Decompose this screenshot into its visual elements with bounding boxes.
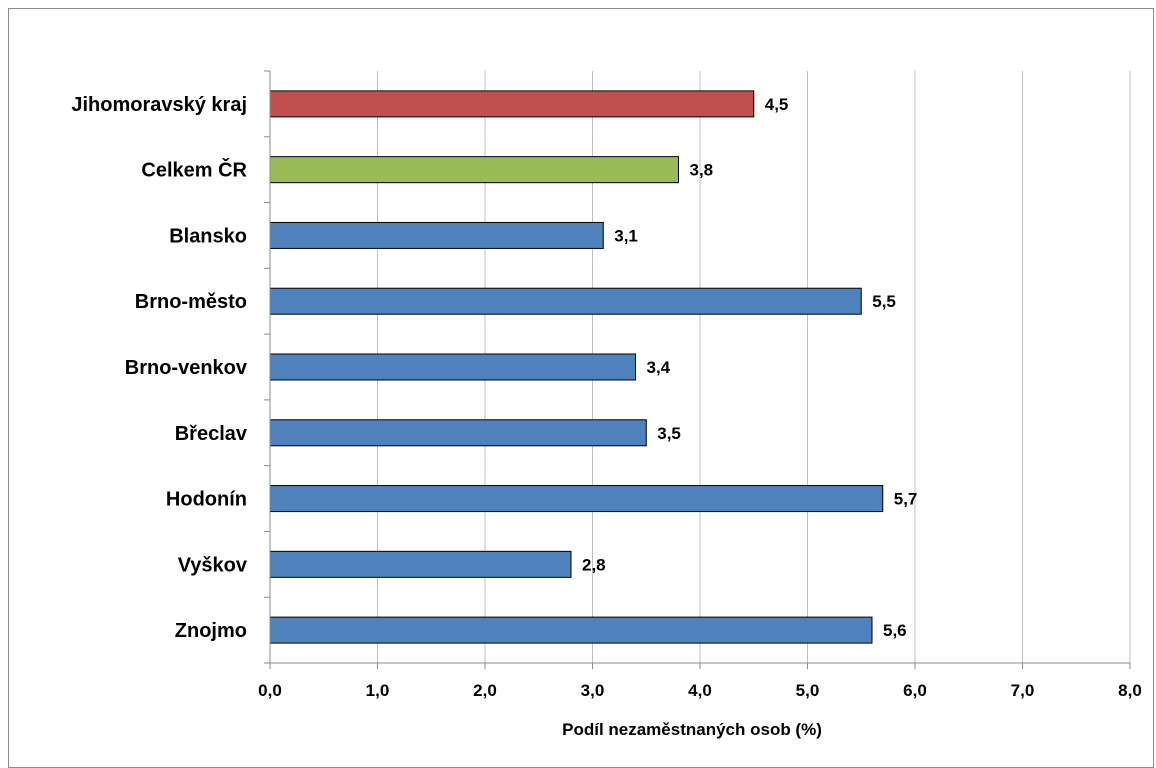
bar xyxy=(269,156,679,184)
category-label: Znojmo xyxy=(175,620,247,642)
data-label: 3,1 xyxy=(614,226,638,245)
bar xyxy=(269,419,647,447)
bar xyxy=(269,485,884,513)
x-tick-label: 7,0 xyxy=(1011,681,1035,700)
data-label: 3,8 xyxy=(690,161,714,180)
x-tick-label: 3,0 xyxy=(581,681,605,700)
x-tick-label: 2,0 xyxy=(473,681,497,700)
axes-group xyxy=(264,70,1131,669)
bars-group xyxy=(269,90,884,644)
category-label: Břeclav xyxy=(175,423,248,445)
bar xyxy=(269,221,604,249)
category-label: Brno-venkov xyxy=(125,357,248,379)
data-label: 5,7 xyxy=(894,490,918,509)
x-tick-label: 5,0 xyxy=(796,681,820,700)
x-tick-label: 0,0 xyxy=(258,681,282,700)
category-label: Celkem ČR xyxy=(141,158,247,182)
category-label: Jihomoravský kraj xyxy=(71,94,247,116)
bar xyxy=(269,550,572,578)
data-label: 3,5 xyxy=(657,424,681,443)
labels-group: Jihomoravský kraj 4,5 Celkem ČR 3,8 Blansko 3… xyxy=(71,94,1141,700)
data-label: 5,5 xyxy=(872,292,896,311)
category-label: Vyškov xyxy=(178,554,248,576)
category-label: Blansko xyxy=(169,225,247,247)
bar xyxy=(269,287,862,315)
category-label: Brno-město xyxy=(135,291,247,313)
data-label: 4,5 xyxy=(765,95,789,114)
bar xyxy=(269,616,873,644)
data-label: 3,4 xyxy=(647,358,671,377)
x-tick-label: 4,0 xyxy=(688,681,712,700)
data-label: 5,6 xyxy=(883,621,907,640)
data-label: 2,8 xyxy=(582,555,606,574)
category-label: Hodonín xyxy=(166,489,247,511)
x-tick-label: 6,0 xyxy=(903,681,927,700)
x-tick-label: 1,0 xyxy=(366,681,390,700)
bar xyxy=(269,353,636,381)
bar xyxy=(269,90,755,118)
x-tick-label: 8,0 xyxy=(1118,681,1142,700)
x-axis-title: Podíl nezaměstnaných osob (%) xyxy=(562,720,822,739)
